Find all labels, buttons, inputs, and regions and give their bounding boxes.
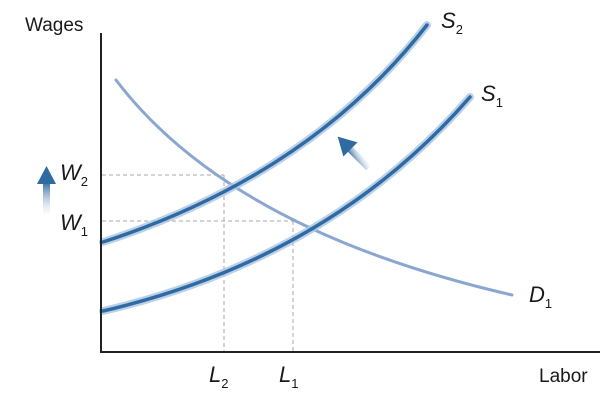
l1-label-sub: 1 (291, 376, 298, 391)
s2-label-main: S (441, 8, 456, 33)
wage-increase-arrow-icon (37, 166, 56, 217)
supply-curve-s2-glow (99, 21, 431, 246)
w1-label-sub: 1 (81, 224, 88, 239)
x-axis-title: Labor (539, 366, 588, 387)
l2-label-main: L (209, 362, 221, 387)
d1-label-main: D (529, 282, 545, 307)
labor-label-l1: L1 (279, 362, 298, 391)
supply-curve-s1 (101, 95, 472, 313)
s1-label-main: S (481, 81, 496, 106)
wage-label-w1: W1 (60, 210, 88, 239)
l1-label-main: L (279, 362, 291, 387)
supply-shift-arrow-icon (337, 136, 372, 171)
labor-label-l2: L2 (209, 362, 228, 391)
s2-label-sub: 2 (456, 22, 463, 37)
demand-curve-d1 (114, 78, 514, 297)
wage-label-w2: W2 (60, 160, 88, 189)
d1-label-sub: 1 (545, 296, 552, 311)
w2-label-sub: 2 (81, 174, 88, 189)
y-axis-title: Wages (25, 15, 83, 36)
l2-label-sub: 2 (221, 376, 228, 391)
w1-label-main: W (60, 210, 83, 235)
supply-curve-s2-label: S2 (441, 8, 463, 37)
supply-curve-s1-label: S1 (481, 81, 503, 110)
w2-label-main: W (60, 160, 83, 185)
supply-curve-s2 (101, 23, 429, 244)
demand-curve-d1-label: D1 (529, 282, 552, 311)
s1-label-sub: 1 (496, 95, 503, 110)
